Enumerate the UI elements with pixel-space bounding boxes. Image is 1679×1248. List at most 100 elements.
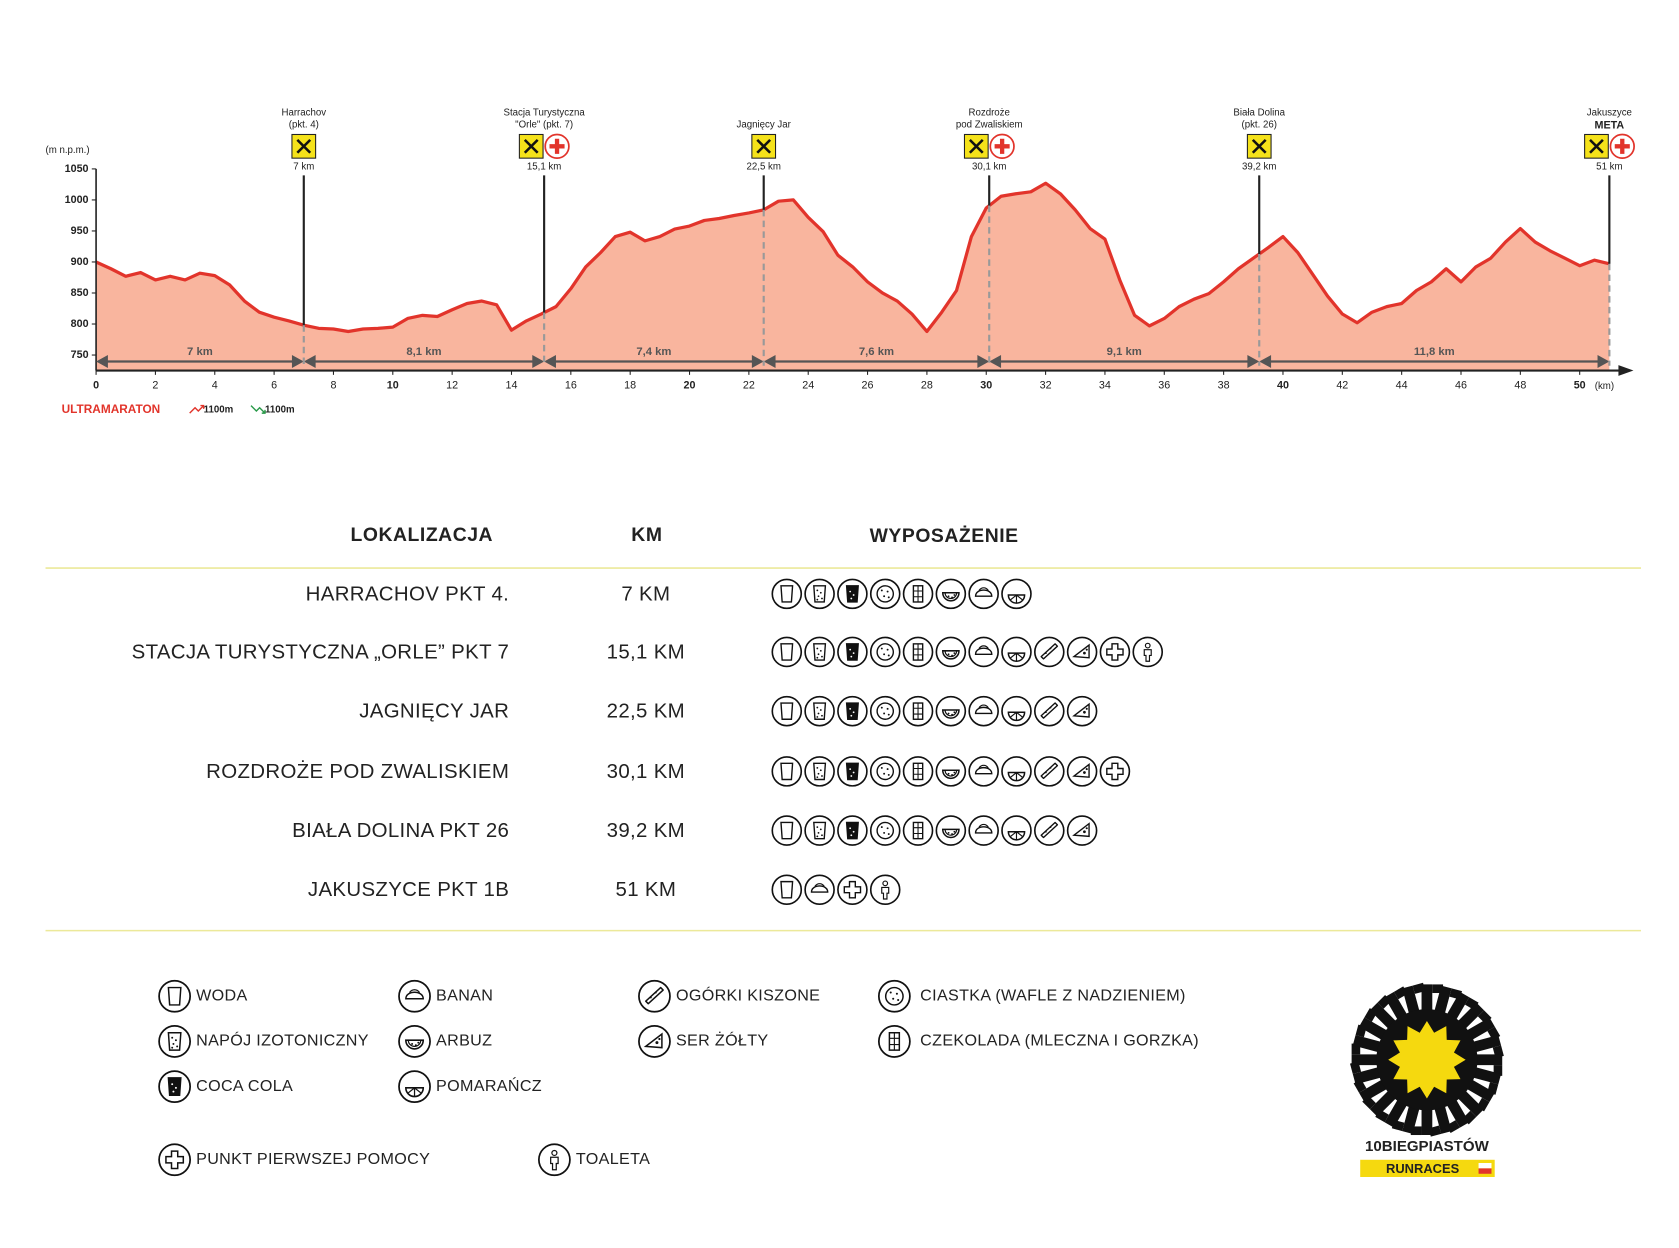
waypoint-name: Biała Dolina [1233, 108, 1285, 119]
icon-glyph [1010, 711, 1023, 721]
x-tick-label: 0 [93, 379, 99, 391]
icon-glyph [889, 1032, 900, 1051]
item-icon [869, 756, 901, 787]
row-km: 51 KM [616, 878, 677, 901]
icon-glyph [813, 643, 827, 661]
logo-name: 10BIEGPIASTÓW [1365, 1137, 1490, 1155]
item-icon [837, 578, 868, 610]
item-icon [837, 815, 868, 846]
logo-ray [1359, 1017, 1389, 1041]
icon-glyph [941, 769, 960, 780]
icon-glyph [1044, 767, 1052, 774]
item-icon [398, 979, 431, 1013]
icon-ring [158, 1143, 192, 1177]
icon-glyph [1007, 830, 1026, 841]
legend-label: ARBUZ [436, 1032, 492, 1050]
x-tick-label: 36 [1158, 379, 1170, 391]
icon-ring [538, 1143, 571, 1177]
icon-ring [1066, 756, 1098, 787]
item-icon [1001, 756, 1032, 787]
item-icon [538, 1143, 571, 1177]
icon-glyph [884, 986, 904, 1006]
item-icon [935, 695, 967, 727]
item-icon [1001, 578, 1032, 610]
icon-glyph [1010, 831, 1023, 840]
legend-label: SER ŻÓŁTY [676, 1031, 769, 1050]
icon-glyph [167, 1032, 182, 1051]
icon-glyph [1072, 643, 1090, 659]
y-tick-label: 800 [71, 318, 89, 330]
icon-ring [935, 695, 967, 727]
icon-ring [1033, 815, 1065, 846]
waypoint-km: 30,1 km [972, 161, 1006, 172]
logo-ray [1465, 1017, 1495, 1041]
item-icon [1033, 756, 1065, 787]
x-tick-label: 22 [743, 379, 755, 391]
x-tick-label: 12 [446, 379, 458, 391]
icon-glyph [411, 1041, 420, 1047]
x-tick-label: 50 [1574, 379, 1586, 391]
item-icon [968, 815, 999, 846]
icon-glyph [1083, 651, 1086, 655]
icon-ring [935, 636, 967, 668]
icon-ring [1001, 578, 1032, 610]
food-icon-glyph [1589, 138, 1604, 154]
icon-glyph [780, 821, 794, 840]
icon-ring [804, 578, 835, 610]
icon-glyph [1072, 702, 1090, 718]
icon-glyph [843, 880, 862, 899]
x-tick-label: 26 [862, 379, 874, 391]
descent: 1100m [265, 404, 295, 415]
icon-glyph [849, 707, 855, 717]
icon-ring [1066, 815, 1098, 846]
icon-glyph [974, 647, 993, 655]
waypoint-name: Stacja Turystyczna [504, 108, 586, 119]
logo-ray [1352, 1066, 1383, 1085]
icon-glyph [658, 1037, 661, 1041]
item-icon [837, 874, 868, 906]
item-icon [1033, 695, 1065, 727]
item-icon [771, 815, 803, 846]
item-icon [935, 578, 967, 610]
x-tick-label: 34 [1099, 379, 1111, 391]
x-tick-label: 6 [271, 379, 277, 391]
y-tick-label: 750 [71, 349, 89, 361]
y-axis-label: (m n.p.m.) [46, 145, 90, 156]
icon-glyph [974, 706, 993, 715]
waypoint-name: Harrachov [281, 108, 326, 119]
row-location: ROZDROŻE POD ZWALISKIEM [206, 760, 509, 783]
logo-ray [1421, 984, 1433, 1013]
item-icon [869, 874, 901, 906]
icon-ring [771, 874, 803, 906]
x-tick-label: 8 [330, 379, 336, 391]
icon-ring [935, 578, 967, 610]
x-tick-label: 30 [980, 379, 992, 391]
icon-glyph [1072, 822, 1090, 838]
icon-ring [804, 636, 835, 668]
icon-glyph [845, 585, 859, 603]
icon-glyph [780, 702, 794, 720]
item-icon [804, 756, 835, 787]
icon-glyph [813, 821, 827, 840]
y-tick-label: 850 [71, 287, 89, 299]
icon-glyph [1083, 830, 1086, 834]
icon-ring [158, 1025, 192, 1058]
icon-glyph [876, 643, 895, 661]
icon-ring [1001, 756, 1032, 787]
logo-ray [1433, 1104, 1452, 1134]
x-tick-label: 40 [1277, 379, 1289, 391]
icon-ring [1033, 756, 1065, 787]
item-icon [158, 979, 192, 1013]
legend-label: OGÓRKI KISZONE [676, 986, 820, 1005]
logo-ray [1384, 1098, 1408, 1128]
icon-ring [1033, 695, 1065, 727]
icon-ring [968, 578, 999, 610]
icon-ring [869, 578, 901, 610]
waypoint-name: Rozdroże [969, 108, 1010, 119]
row-km: 22,5 KM [607, 700, 685, 723]
icon-glyph [813, 702, 827, 720]
x-tick-label: 48 [1514, 379, 1526, 391]
x-tick-label: 20 [684, 379, 696, 391]
icon-ring [968, 756, 999, 787]
row-location: BIAŁA DOLINA PKT 26 [292, 819, 509, 842]
